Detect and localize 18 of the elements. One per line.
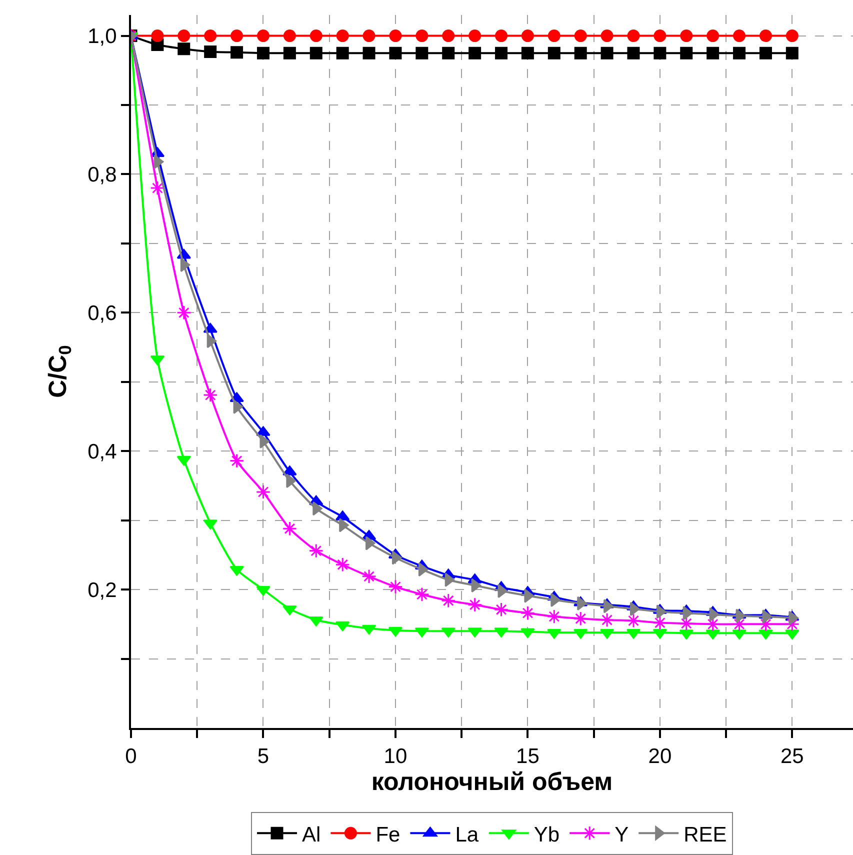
legend-label: Fe bbox=[376, 823, 400, 846]
x-tick-label: 5 bbox=[257, 745, 270, 768]
x-axis-title: колоночный объем bbox=[371, 768, 613, 796]
y-tick-label: 0,4 bbox=[88, 440, 118, 464]
x-tick-label: 15 bbox=[516, 745, 540, 768]
legend-label: Al bbox=[302, 823, 321, 846]
x-tick-label: 25 bbox=[780, 745, 804, 768]
y-tick-label: 0,8 bbox=[88, 164, 117, 187]
x-tick-label: 20 bbox=[648, 745, 672, 768]
legend-label: Yb bbox=[534, 823, 560, 846]
legend-label: REE bbox=[684, 823, 727, 846]
x-tick-label: 10 bbox=[384, 745, 408, 768]
x-tick-label: 0 bbox=[125, 745, 137, 768]
y-tick-label: 0,2 bbox=[88, 578, 117, 602]
legend-label: La bbox=[455, 823, 479, 846]
legend-label: Y bbox=[614, 823, 629, 846]
y-tick-label: 0,6 bbox=[88, 302, 117, 326]
y-tick-label: 1,0 bbox=[88, 25, 117, 48]
